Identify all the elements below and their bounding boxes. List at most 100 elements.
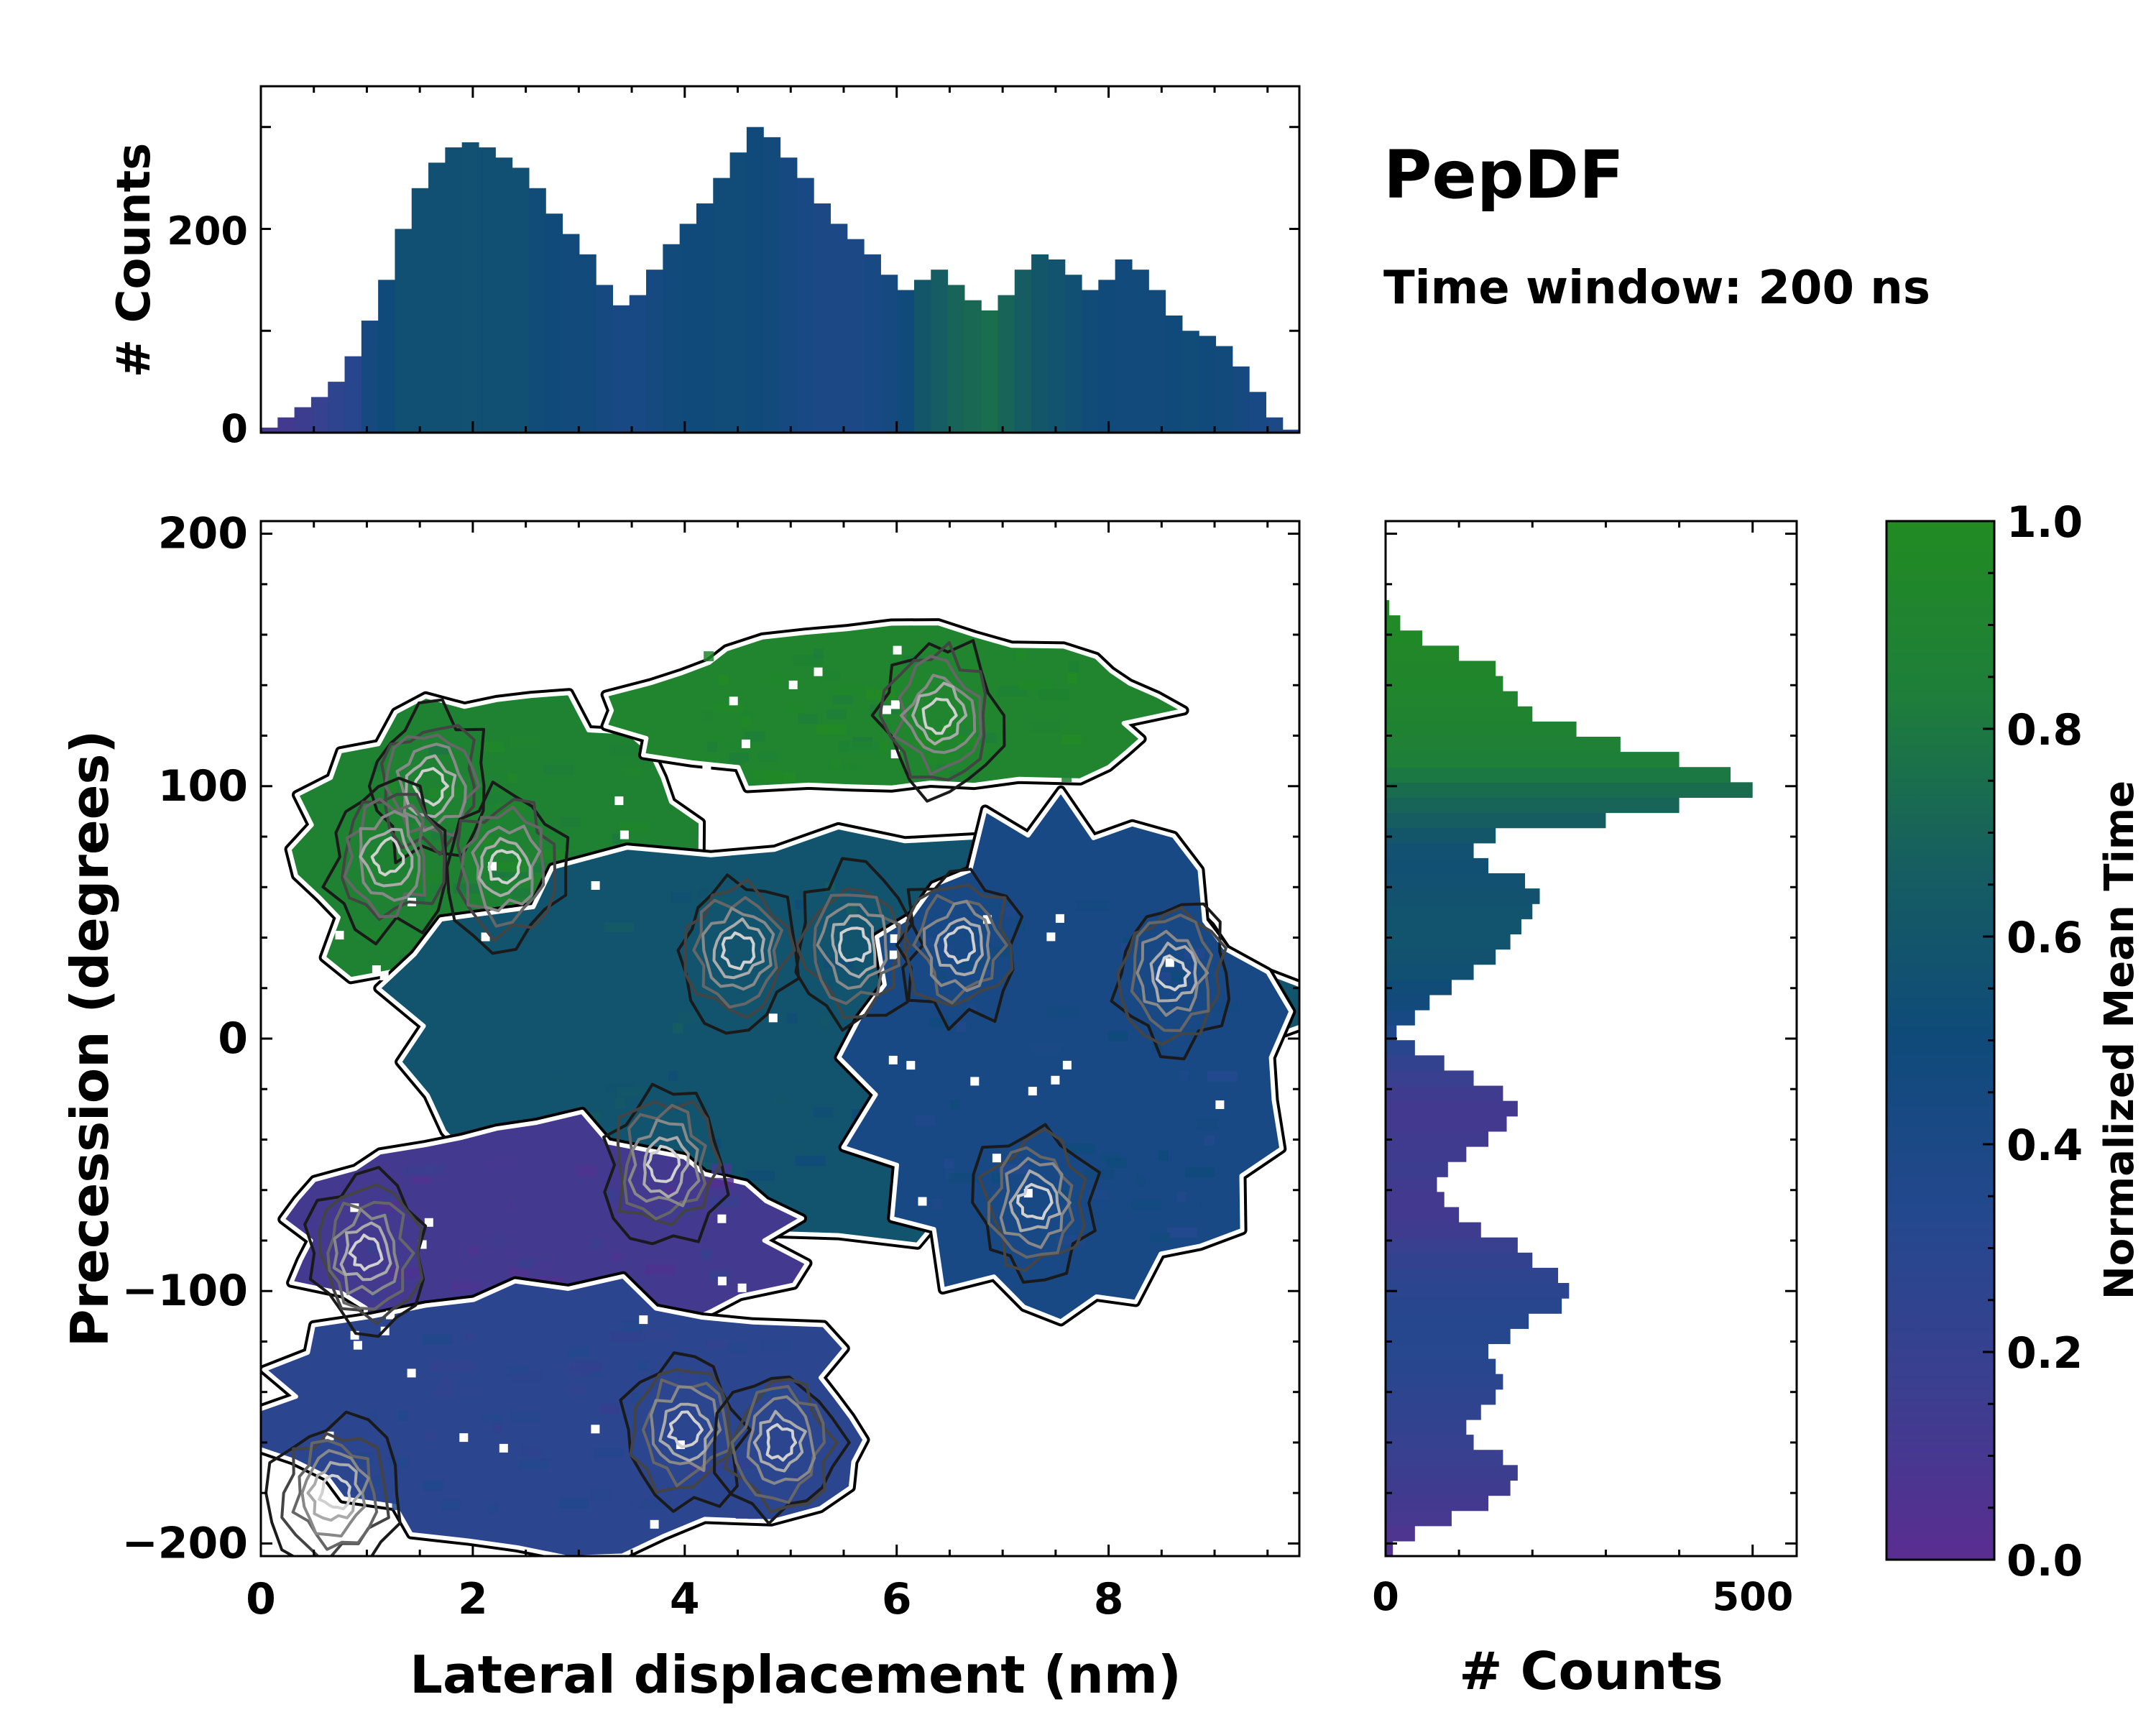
right-hist-bar: [1386, 1237, 1518, 1254]
contour-line: [446, 781, 570, 955]
right-histogram-bars: [1386, 600, 1753, 1557]
right-hist-bar: [1386, 1540, 1393, 1557]
top-hist-bar: [596, 285, 614, 433]
heatmap-bin: [950, 1100, 961, 1110]
heatmap-bin: [1077, 900, 1107, 911]
empty-bin: [970, 1077, 980, 1086]
heatmap-bin: [609, 746, 640, 757]
contour-line: [318, 1473, 351, 1511]
contour-line: [384, 733, 481, 837]
heatmap-bin: [387, 781, 397, 792]
top-hist-bar: [964, 300, 982, 433]
top-hist-bar: [528, 188, 546, 433]
empty-bin: [890, 700, 900, 709]
top-hist-bar: [981, 310, 999, 433]
right-hist-bar: [1386, 934, 1511, 950]
right-hist-bar: [1386, 630, 1423, 646]
contour-line: [895, 868, 1024, 1031]
contour-line: [903, 883, 1014, 1007]
empty-bin: [768, 1013, 778, 1023]
y-tick-label: 200: [158, 509, 248, 559]
contour-line: [321, 776, 447, 946]
heatmap-bin: [424, 1430, 435, 1440]
heatmap-bin: [668, 1071, 678, 1082]
heatmap-bin: [702, 712, 713, 722]
contour-line: [1149, 942, 1198, 1003]
top-hist-bar: [411, 188, 429, 433]
right-hist-bar: [1386, 1374, 1503, 1390]
right-hist-bar: [1386, 1010, 1415, 1026]
heatmap-bin: [671, 892, 691, 903]
heatmap-bin: [969, 899, 1000, 909]
heatmap-bin: [741, 716, 752, 727]
top-hist-bar: [495, 157, 513, 433]
heatmap-bin: [367, 1243, 378, 1254]
heatmap-bin: [831, 759, 842, 770]
contour-line: [642, 1136, 690, 1199]
heatmap-bin: [949, 1173, 980, 1184]
heatmap-bin: [1167, 1227, 1198, 1238]
heatmap-bin: [599, 1404, 619, 1414]
empty-bin: [591, 1425, 600, 1434]
empty-bin: [619, 830, 629, 840]
top-hist-bar: [1249, 392, 1266, 433]
contour-line: [987, 1146, 1074, 1259]
contour-line: [838, 926, 872, 962]
contour-line: [332, 1208, 400, 1296]
right-hist-bar: [1386, 1116, 1507, 1132]
heatmap-bin: [507, 1249, 518, 1259]
heatmap-bin: [838, 741, 849, 752]
heatmap-bin: [488, 1503, 499, 1514]
empty-bin: [614, 796, 624, 806]
contour-line: [746, 1395, 816, 1485]
top-hist-bar: [696, 203, 714, 433]
heatmap-bin: [927, 754, 958, 765]
contour-line: [306, 1460, 362, 1522]
heatmap-bin: [704, 651, 714, 662]
empty-bin: [918, 1197, 927, 1206]
heatmap-bin: [1067, 673, 1078, 684]
heatmap-bin: [1089, 1190, 1110, 1200]
top-hist-bar: [1165, 315, 1183, 433]
top-hist-bar: [746, 126, 764, 433]
right-histogram: 0 500 # Counts: [1372, 520, 1798, 1701]
heatmap-bin: [713, 702, 744, 713]
top-hist-bar: [897, 290, 915, 433]
heatmap-bin: [847, 904, 857, 915]
colorbar: 0.0 0.2 0.4 0.6 0.8 1.0 Normalized Mean Time: [1885, 497, 2143, 1586]
top-histogram-bars: [261, 126, 1300, 433]
top-hist-bar: [1082, 290, 1099, 433]
heatmap-bin: [735, 1509, 756, 1519]
chart-title: PepDF: [1383, 137, 1624, 213]
top-hist-bar: [847, 239, 865, 433]
heatmap-bin: [698, 887, 709, 898]
heatmap-bin: [611, 1331, 642, 1342]
contour-line: [870, 639, 1006, 803]
heatmap-bin: [433, 1387, 453, 1398]
empty-bin: [361, 727, 370, 737]
heatmap-bin: [724, 740, 744, 751]
top-hist-bar: [1232, 366, 1250, 433]
contour-line: [943, 925, 976, 965]
right-hist-bar: [1386, 600, 1390, 616]
empty-bin: [741, 739, 750, 748]
contour-line: [471, 824, 542, 913]
heatmap-bin: [766, 673, 787, 684]
empty-bin: [1055, 914, 1064, 923]
heatmap-bin: [484, 742, 505, 753]
heatmap-bin: [413, 873, 443, 884]
heatmap-bin: [729, 1420, 740, 1431]
empty-bin: [424, 1218, 433, 1227]
heatmap-bin: [1061, 735, 1082, 745]
right-hist-bar: [1386, 1283, 1570, 1299]
empty-bin: [1215, 1100, 1225, 1109]
right-hist-bar: [1386, 1162, 1448, 1177]
x-axis-label: Lateral displacement (nm): [410, 1644, 1181, 1705]
right-hist-bar: [1386, 1040, 1415, 1056]
right-hist-bar: [1386, 661, 1496, 677]
right-hist-bar: [1386, 842, 1474, 859]
right-hist-bar: [1386, 1358, 1496, 1375]
heatmap-bin: [571, 1366, 591, 1376]
contour-line: [676, 873, 801, 1035]
top-ytick-0: 0: [221, 406, 248, 451]
